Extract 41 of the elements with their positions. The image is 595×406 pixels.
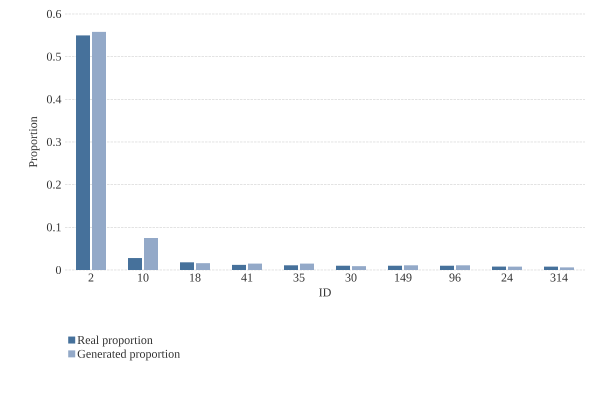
bar [544, 266, 558, 270]
y-tick-label: 0.6 [46, 10, 62, 18]
bar [440, 266, 454, 270]
y-tick-label: 0.5 [46, 52, 62, 61]
bar [248, 264, 262, 270]
bar [92, 32, 106, 270]
bar [180, 262, 194, 270]
y-tick-label: 0.3 [46, 138, 62, 146]
bar [336, 266, 350, 270]
bar [284, 265, 298, 270]
bar [508, 266, 522, 270]
bar [144, 238, 158, 270]
x-tick-label: 41 [241, 274, 252, 282]
legend-label: Real proportion [78, 336, 153, 347]
bar [128, 258, 142, 270]
y-axis-title: Proportion [29, 116, 40, 168]
bar [404, 265, 418, 270]
x-tick-label: 18 [190, 274, 201, 282]
bar [300, 264, 314, 270]
bar [456, 265, 470, 270]
bar [196, 263, 210, 270]
bar [388, 266, 402, 270]
bar [76, 35, 90, 270]
x-tick-label: 30 [346, 274, 357, 282]
y-tick-label: 0.2 [46, 180, 61, 189]
x-axis-title: ID [319, 288, 331, 296]
x-tick-label: 96 [449, 274, 461, 282]
legend-label: Generated proportion [78, 349, 180, 360]
bar [232, 264, 246, 270]
y-tick-label: 0.1 [46, 223, 61, 232]
x-tick-label: 24 [502, 274, 513, 282]
x-tick-label: 314 [550, 274, 568, 282]
y-tick-label: 0.4 [46, 95, 62, 104]
x-tick-label: 2 [88, 274, 94, 282]
bar [560, 267, 574, 270]
x-tick-label: 10 [138, 274, 149, 282]
y-tick-label: 0 [56, 266, 62, 274]
x-tick-label: 35 [294, 274, 305, 282]
bar [492, 266, 506, 270]
x-tick-label: 149 [395, 274, 412, 282]
bar [352, 266, 366, 270]
